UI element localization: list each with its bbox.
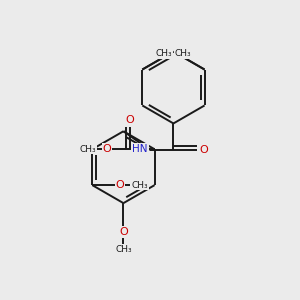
Text: CH₃: CH₃ (80, 145, 97, 154)
Text: HN: HN (132, 144, 148, 154)
Text: O: O (119, 227, 128, 237)
Text: O: O (103, 144, 111, 154)
Text: O: O (125, 116, 134, 125)
Text: CH₃: CH₃ (131, 181, 148, 190)
Text: O: O (116, 180, 124, 190)
Text: O: O (200, 145, 208, 155)
Text: CH₃: CH₃ (156, 49, 172, 58)
Text: CH₃: CH₃ (115, 245, 132, 254)
Text: CH₃: CH₃ (174, 49, 191, 58)
